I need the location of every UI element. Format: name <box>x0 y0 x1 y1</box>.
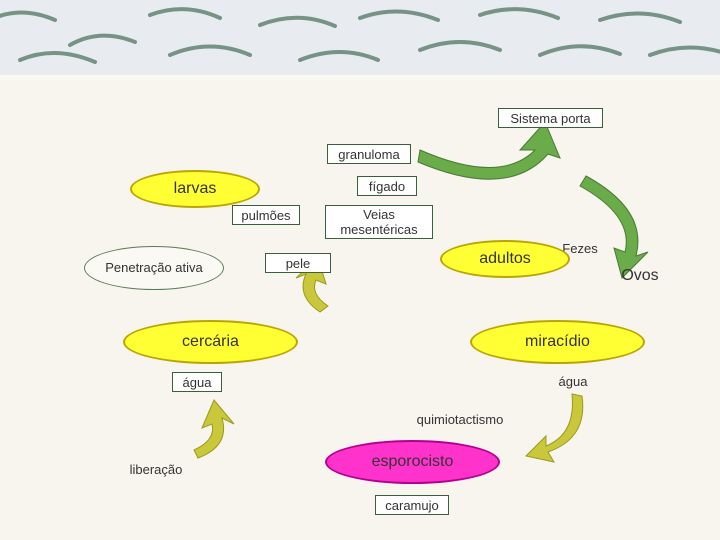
node-esporocisto: esporocisto <box>325 440 500 484</box>
node-agua-left: água <box>172 372 222 392</box>
node-veias: Veias mesentéricas <box>325 205 433 239</box>
node-adultos: adultos <box>440 240 570 278</box>
node-caramujo: caramujo <box>375 495 449 515</box>
node-pulmoes: pulmões <box>232 205 300 225</box>
label-agua-right: água <box>559 374 588 389</box>
label-caramujo: caramujo <box>385 498 438 513</box>
node-larvas: larvas <box>130 170 260 208</box>
node-figado: fígado <box>357 176 417 196</box>
label-penetracao: Penetração ativa <box>105 261 203 275</box>
label-veias: Veias mesentéricas <box>330 207 428 237</box>
label-quimio: quimiotactismo <box>417 412 504 427</box>
label-pele: pele <box>286 256 311 271</box>
label-ovos: Ovos <box>621 267 658 285</box>
node-agua-right: água <box>548 372 598 390</box>
node-ovos: Ovos <box>610 266 670 286</box>
label-liberacao: liberação <box>130 462 183 477</box>
label-cercaria: cercária <box>182 333 239 351</box>
node-cercaria: cercária <box>123 320 298 364</box>
label-figado: fígado <box>369 179 405 194</box>
node-pele: pele <box>265 253 331 273</box>
cycle-diagram: Sistema porta granuloma larvas fígado pu… <box>0 0 720 540</box>
node-miracidio: miracídio <box>470 320 645 364</box>
node-quimio: quimiotactismo <box>395 410 525 428</box>
node-liberacao: liberação <box>116 460 196 478</box>
label-granuloma: granuloma <box>338 147 399 162</box>
label-agua-left: água <box>183 375 212 390</box>
label-esporocisto: esporocisto <box>372 453 454 471</box>
label-larvas: larvas <box>174 180 217 198</box>
node-granuloma: granuloma <box>327 144 411 164</box>
node-sistema-porta: Sistema porta <box>498 108 603 128</box>
node-penetracao: Penetração ativa <box>84 246 224 290</box>
label-pulmoes: pulmões <box>241 208 290 223</box>
label-sistema-porta: Sistema porta <box>510 111 590 126</box>
label-adultos: adultos <box>479 250 531 268</box>
label-miracidio: miracídio <box>525 333 590 351</box>
